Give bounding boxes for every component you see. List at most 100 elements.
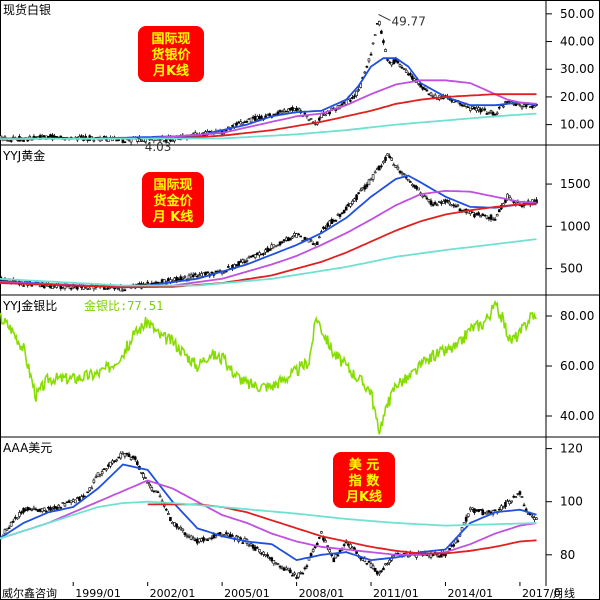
- candle-body: [479, 508, 482, 511]
- candle-body: [353, 95, 356, 98]
- candle-body: [489, 110, 493, 113]
- annotation-box-bg: [333, 452, 395, 508]
- candle-body: [276, 563, 280, 565]
- candle-body: [411, 75, 414, 80]
- candle-body: [473, 214, 476, 218]
- panel-title: YYJ黄金: [2, 148, 45, 163]
- candle-body: [367, 179, 371, 186]
- candle-body: [61, 502, 65, 504]
- candle-body: [297, 233, 300, 236]
- candle-body: [417, 83, 420, 85]
- candle-body: [224, 532, 228, 534]
- annotation-label: 49.77: [391, 14, 425, 28]
- candle-body: [522, 104, 526, 107]
- candle-body: [123, 141, 127, 144]
- candle-body: [222, 534, 226, 536]
- candle-body: [171, 522, 174, 525]
- candle-body: [90, 487, 94, 490]
- candle-body: [479, 215, 482, 218]
- candle-body: [270, 557, 274, 562]
- candle-body: [353, 198, 356, 202]
- candle-body: [349, 100, 352, 102]
- candle-body: [287, 237, 290, 242]
- candle-body: [394, 165, 398, 168]
- candle-body: [473, 106, 476, 110]
- candle-body: [251, 544, 255, 549]
- candle-body: [189, 274, 193, 278]
- candle-body: [435, 204, 439, 207]
- candle-body: [462, 105, 466, 107]
- candle-body: [344, 206, 348, 211]
- candle-body: [253, 546, 257, 551]
- candle-body: [105, 468, 108, 471]
- candle-body: [237, 121, 240, 124]
- candle-body: [189, 535, 193, 540]
- candle-body: [454, 205, 458, 208]
- candle-body: [51, 285, 54, 289]
- candle-body: [502, 105, 505, 108]
- candle-body: [231, 125, 234, 127]
- candle-body: [204, 271, 207, 275]
- candle-body: [475, 509, 478, 512]
- candle-body: [113, 460, 116, 463]
- candle-body: [301, 572, 305, 575]
- candle-body: [293, 572, 296, 575]
- candle-body: [181, 277, 185, 280]
- candle-body: [440, 202, 443, 204]
- candle-body: [367, 561, 371, 563]
- candle-body: [531, 105, 534, 109]
- candle-body: [218, 532, 222, 535]
- candle-body: [177, 278, 180, 281]
- candle-body: [241, 259, 245, 263]
- candle-body: [88, 287, 92, 290]
- candle-body: [295, 233, 298, 238]
- candle-body: [264, 249, 267, 253]
- candle-body: [183, 532, 187, 536]
- candle-body: [169, 516, 172, 522]
- candle-body: [382, 40, 385, 44]
- candle-body: [268, 113, 271, 117]
- annotation-box-text: 货银价: [151, 47, 191, 63]
- candle-body: [508, 500, 511, 505]
- candle-body: [243, 261, 247, 263]
- candle-body: [318, 236, 321, 239]
- candle-body: [406, 178, 410, 182]
- candle-body: [16, 517, 19, 520]
- candle-body: [487, 216, 491, 220]
- candle-body: [3, 529, 7, 535]
- candle-body: [388, 559, 391, 563]
- y-tick-label: 80: [560, 548, 575, 562]
- candle-body: [150, 487, 154, 491]
- candle-body: [380, 30, 383, 34]
- period-caption: 月线: [553, 586, 575, 600]
- candle-body: [444, 199, 447, 203]
- candle-body: [471, 106, 474, 109]
- x-tick-label: 2017/0: [522, 587, 561, 600]
- candle-body: [11, 520, 15, 523]
- panel-title: AAA美元: [3, 441, 52, 455]
- candle-body: [456, 540, 460, 542]
- candle-body: [287, 567, 290, 571]
- candle-body: [483, 214, 487, 217]
- candle-body: [398, 64, 402, 67]
- candle-body: [510, 500, 513, 503]
- candle-body: [245, 121, 249, 123]
- candle-body: [518, 104, 522, 107]
- candle-body: [40, 134, 44, 137]
- candle-body: [154, 490, 158, 493]
- series-line: [0, 202, 537, 289]
- candle-body: [105, 288, 108, 290]
- candle-body: [504, 502, 507, 508]
- candle-body: [375, 23, 379, 25]
- candle-body: [452, 204, 456, 207]
- candle-body: [80, 135, 83, 138]
- candle-body: [485, 215, 489, 219]
- candle-body: [462, 522, 466, 525]
- candle-body: [127, 453, 131, 458]
- y-tick-label: 20.00: [560, 90, 594, 104]
- candle-body: [278, 241, 282, 246]
- candle-body: [392, 555, 396, 558]
- candle-body: [202, 537, 205, 542]
